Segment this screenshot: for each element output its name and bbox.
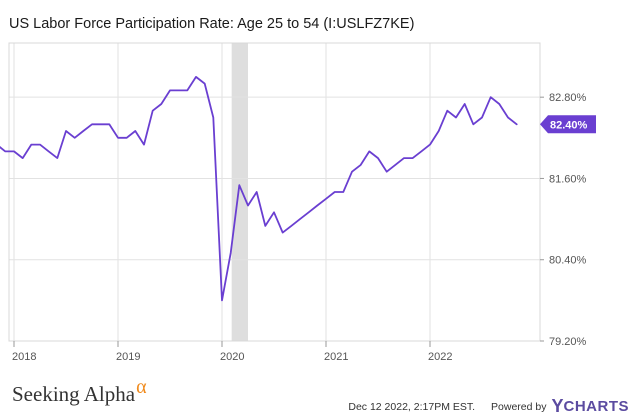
ycharts-logo: Y CHARTS <box>551 396 629 417</box>
ycharts-wordmark: CHARTS <box>563 398 629 415</box>
y-tick-label: 80.40% <box>549 255 587 267</box>
last-value-badge <box>540 115 596 134</box>
powered-by-label: Powered by <box>491 400 547 413</box>
last-value-label: 82.40% <box>550 119 588 131</box>
x-axis: 2018 2019 2020 2021 2022 <box>12 341 452 363</box>
x-tick-label: 2018 <box>12 351 36 363</box>
series-layer <box>0 76 518 302</box>
brand-name: Seeking Alpha <box>12 382 136 406</box>
y-tick-label: 79.20% <box>549 336 587 348</box>
y-tick-label: 82.80% <box>549 92 587 104</box>
chart-footer: Dec 12 2022, 2:17PM EST. Powered by Y CHA… <box>348 396 635 417</box>
x-tick-label: 2022 <box>428 351 452 363</box>
timestamp: Dec 12 2022, 2:17PM EST. <box>348 400 476 413</box>
last-value-badge-layer: 82.40% <box>540 115 596 134</box>
plot-border <box>8 42 541 342</box>
y-axis: 79.20% 80.40% 81.60% 82.80% <box>540 92 587 348</box>
y-tick-label: 81.60% <box>549 173 587 185</box>
chart-title: US Labor Force Participation Rate: Age 2… <box>9 16 415 32</box>
x-tick-label: 2021 <box>324 351 348 363</box>
recession-band <box>231 43 248 341</box>
ycharts-y-icon: Y <box>551 396 564 416</box>
x-tick-label: 2019 <box>116 351 140 363</box>
recession-band-layer <box>231 43 248 341</box>
frame <box>8 42 541 342</box>
line-chart: 2018 2019 2020 2021 2022 79.20% 80.40% 81.60% 8… <box>0 42 596 363</box>
grid-layer <box>9 43 540 342</box>
series-line <box>0 76 518 302</box>
x-tick-label: 2020 <box>220 351 244 363</box>
seeking-alpha-logo: Seeking Alphaα <box>12 376 147 407</box>
alpha-icon: α <box>136 376 147 398</box>
